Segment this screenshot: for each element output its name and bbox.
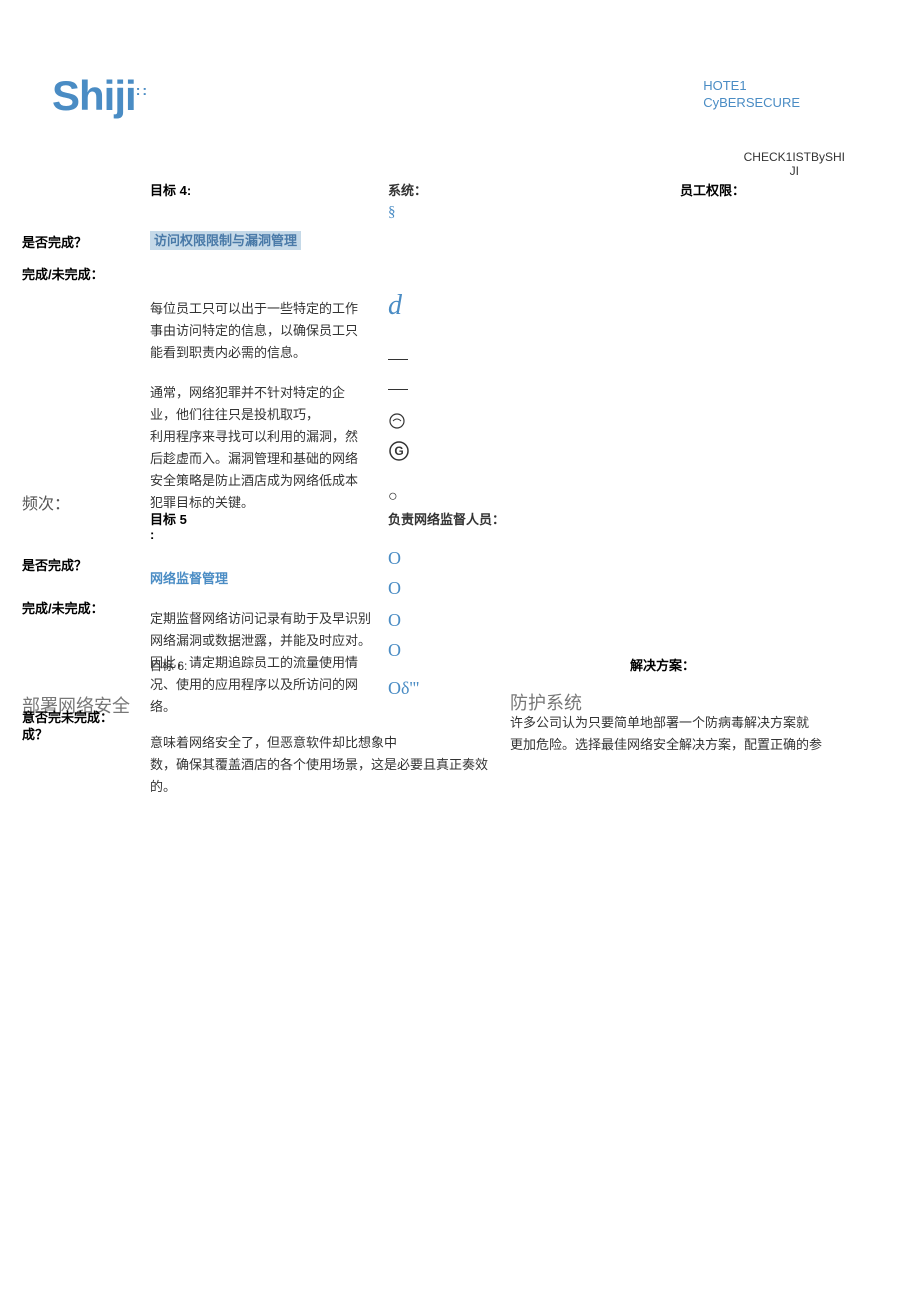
obj5-title-text: 网络监督管理 [150,571,228,586]
symbol-d: d [388,290,402,322]
obj4-done-q: 是否完成？ [22,232,142,251]
obj5-title: 网络监督管理 [150,568,380,590]
symbol-g1 [388,412,406,436]
obj6-body-right-1: 许多公司认为只要简单地部署一个防病毒解决方案就 [510,712,880,734]
obj6-body-right: 许多公司认为只要简单地部署一个防病毒解决方案就 更加危险。选择最佳网络安全解决方… [510,712,880,756]
obj5-supervisor-label: 负责网络监督人员： [388,509,505,528]
obj4-para3: 利用程序来寻找可以利用的漏洞，然后趁虚而入。漏洞管理和基础的网络安全策略是防止酒… [150,426,365,514]
obj6-body-left-2: 数，确保其覆盖酒店的各个使用场景，这是必要且真正奏效的。 [150,754,500,798]
symbol-o1: O [388,548,401,569]
freq-label: 频次： [22,490,70,514]
header-checklist: CHECK1ISTBySHI JI [744,150,845,179]
obj6-body-left-1: 意味着网络安全了，但恶意软件却比想象中 [150,732,500,754]
header-check-line1: CHECK1ISTBySHI [744,150,845,164]
obj4-title: 访问权限限制与漏洞管理 [150,231,301,250]
symbol-o4: O [388,640,401,661]
obj4-system-label: 系统： [388,180,427,199]
obj5-done-q: 是否完成？ [22,555,142,574]
obj5-done-status: 完成/未完成： [22,598,142,617]
header-brand-right: HOTE1 CyBERSECURE [703,78,800,112]
obj5-colon: : [150,524,380,546]
obj4-label: 目标 4: [150,180,380,202]
symbol-line2 [388,378,408,393]
header-line2: CyBERSECURE [703,95,800,112]
obj6-body-left: 意味着网络安全了，但恶意软件却比想象中 数，确保其覆盖酒店的各个使用场景，这是必… [150,732,500,798]
obj6-solution-label: 解决方案： [630,655,695,674]
symbol-section: § [388,204,396,221]
symbol-o5: Oδ''' [388,678,419,699]
obj4-done-status: 完成/未完成： [22,264,142,283]
obj6-body-right-2: 更加危险。选择最佳网络安全解决方案，配置正确的参 [510,734,880,756]
svg-text:G: G [394,444,403,458]
logo-dots: :: [136,82,149,98]
obj4-para2: 通常，网络犯罪并不针对特定的企业，他们往往只是投机取巧， [150,382,365,426]
obj4-title-wrap: 访问权限限制与漏洞管理 [150,230,380,252]
logo-text: Shiji [52,72,136,119]
logo: Shiji:: [52,72,149,120]
symbol-o-thin: ○ [388,488,398,506]
obj4-emp-label: 员工权限： [680,180,745,199]
obj4-para1: 每位员工只可以出于一些特定的工作事由访问特定的信息，以确保员工只能看到职责内必需… [150,298,365,364]
header-line1: HOTE1 [703,78,800,95]
symbol-o2: O [388,578,401,599]
symbol-g2: G [388,440,410,468]
symbol-o3: O [388,610,401,631]
obj6-label: 目标 6: [150,657,187,674]
symbol-line1 [388,348,408,363]
header-check-line2: JI [744,164,845,178]
obj6-done: 意否完未完成： 成？ [22,710,113,744]
